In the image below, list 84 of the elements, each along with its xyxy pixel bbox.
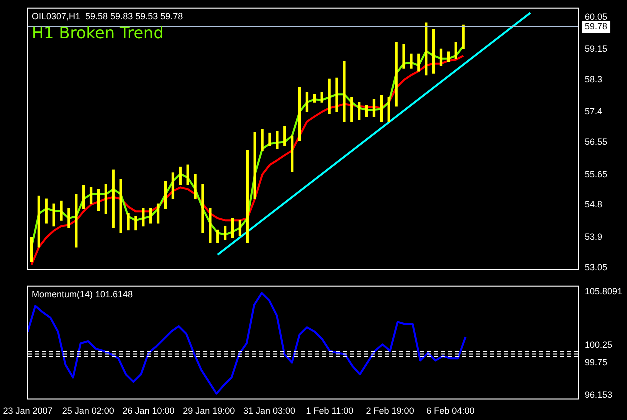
bar xyxy=(268,132,272,146)
x-tick-label: 29 Jan 19:00 xyxy=(183,406,236,416)
bar xyxy=(291,136,294,172)
bar xyxy=(30,237,34,262)
bar xyxy=(60,200,63,221)
x-tick-label: 25 Jan 02:00 xyxy=(62,406,114,416)
y-tick-label: 60.05 xyxy=(585,12,608,22)
bar xyxy=(343,61,346,122)
bar xyxy=(238,220,242,236)
bar xyxy=(298,88,302,142)
bar xyxy=(186,164,190,186)
y-tick-label: 105.8091 xyxy=(585,286,623,297)
y-tick-label: 53.9 xyxy=(585,232,603,242)
bar xyxy=(365,105,368,118)
x-tick-label: 23 Jan 2007 xyxy=(3,406,53,416)
bar xyxy=(425,22,428,76)
bar xyxy=(380,95,384,122)
bar xyxy=(150,208,152,224)
y-tick-label: 56.55 xyxy=(585,137,608,148)
bar xyxy=(216,230,220,244)
bar xyxy=(127,213,130,231)
bar xyxy=(440,48,443,66)
ref-line-label: 100.25 xyxy=(585,340,613,350)
bar xyxy=(410,54,413,69)
bar xyxy=(336,78,338,112)
bar xyxy=(432,30,436,74)
bar xyxy=(90,187,93,204)
bar xyxy=(75,194,78,248)
bar xyxy=(261,129,264,152)
bar xyxy=(104,184,108,214)
bar xyxy=(306,92,309,112)
y-tick-label: 59.15 xyxy=(585,44,608,54)
y-tick-label: 54.8 xyxy=(585,200,603,210)
bar xyxy=(358,102,361,120)
bar xyxy=(156,204,160,224)
y-tick-label: 53.05 xyxy=(585,262,608,272)
bar xyxy=(402,44,406,69)
bar xyxy=(284,126,286,146)
y-tick-label: 58.3 xyxy=(585,74,603,84)
chart-title: OIL0307,H1 59.58 59.83 59.53 59.78 xyxy=(32,11,184,22)
bar xyxy=(97,189,100,212)
bar xyxy=(82,185,86,210)
bar xyxy=(194,174,197,200)
bar xyxy=(202,184,204,234)
bar xyxy=(164,181,168,210)
y-tick-label: 55.65 xyxy=(585,169,608,180)
bar xyxy=(462,24,465,50)
bar xyxy=(313,94,316,103)
bar xyxy=(418,54,420,72)
bar xyxy=(142,208,145,227)
bar xyxy=(68,208,70,228)
x-tick-label: 6 Feb 04:00 xyxy=(426,406,475,416)
bar xyxy=(320,92,324,103)
x-tick-label: 1 Feb 11:00 xyxy=(306,406,354,416)
bar xyxy=(112,170,115,228)
bar xyxy=(447,52,450,62)
text: H1 Broken Trend xyxy=(32,24,164,43)
chart-title: Momentum(14) 101.6148 xyxy=(32,289,134,300)
bar xyxy=(254,132,256,200)
bar xyxy=(328,78,331,114)
bar xyxy=(209,208,212,244)
bar xyxy=(38,196,40,248)
bar xyxy=(52,204,56,227)
bar xyxy=(231,218,234,238)
ref-line-label: 59.78 xyxy=(585,21,608,32)
x-tick-label: 2 Feb 19:00 xyxy=(366,406,414,416)
bar xyxy=(246,150,249,244)
bar xyxy=(172,172,175,200)
bar xyxy=(224,226,227,240)
bar xyxy=(276,131,279,150)
bar xyxy=(350,97,354,122)
bar xyxy=(454,42,458,60)
bar xyxy=(120,179,122,234)
y-tick-label: 96.153 xyxy=(585,390,613,400)
x-tick-label: 31 Jan 03:00 xyxy=(244,406,296,416)
ref-line-label: 99.75 xyxy=(585,357,608,368)
bar xyxy=(388,97,390,122)
y-tick-label: 57.4 xyxy=(585,106,603,117)
x-tick-label: 26 Jan 10:00 xyxy=(122,406,175,416)
bar xyxy=(179,166,182,186)
bar xyxy=(134,216,138,231)
bar xyxy=(45,198,48,224)
bar xyxy=(395,42,398,107)
bar xyxy=(372,99,376,118)
